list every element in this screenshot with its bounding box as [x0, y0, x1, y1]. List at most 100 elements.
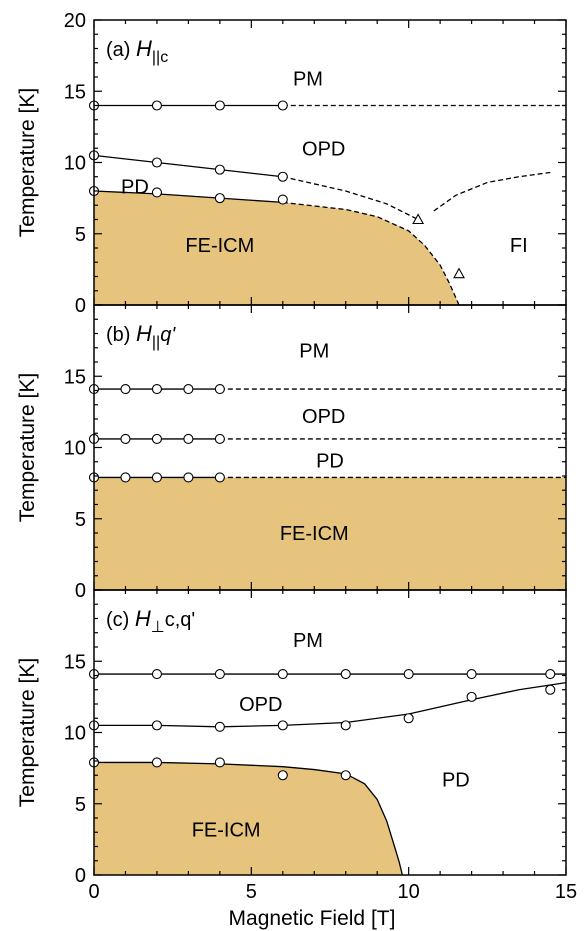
data-point-circle [151, 720, 162, 731]
data-point-circle [214, 433, 225, 445]
y-tick-label: 0 [75, 865, 86, 887]
data-point-circle [466, 691, 477, 702]
panel-label-suffix: c,q' [165, 609, 196, 631]
data-point-circle [151, 433, 162, 445]
panel-label: (b) H||q' [106, 321, 176, 351]
boundary-pd-fe-solid [93, 190, 283, 204]
y-tick-label: 5 [75, 224, 86, 246]
data-point-circle [340, 669, 351, 680]
region-label: PM [299, 341, 329, 363]
region-label: PM [293, 630, 323, 652]
panel-label-symbol: H [135, 606, 151, 631]
fe-icm-region [94, 477, 566, 590]
boundary-opd-pd-solid [93, 154, 283, 178]
data-point-circle [214, 721, 225, 732]
data-point-circle [120, 384, 131, 395]
data-point-circle [120, 433, 131, 445]
y-tick-label: 10 [64, 438, 86, 460]
region-label: PD [442, 770, 470, 792]
panel-label-symbol: H [136, 36, 152, 61]
x-tick-label: 15 [555, 881, 577, 903]
panel-label-subscript: || [152, 334, 160, 351]
region-label: PM [293, 68, 323, 90]
region-label: PD [121, 177, 149, 199]
data-point-circle [340, 770, 351, 781]
boundary-opd-pd-solid [94, 681, 567, 728]
data-point-circle [277, 194, 288, 205]
panel-label-prefix: (c) [106, 609, 135, 631]
data-point-circle [214, 669, 225, 680]
y-tick-label: 10 [64, 153, 86, 175]
panel-label: (c) H⊥c,q' [106, 606, 195, 636]
region-label: OPD [239, 694, 282, 716]
data-point-circle [151, 187, 162, 198]
boundary-fi-upper-dashed [433, 171, 551, 212]
data-point-circle [545, 669, 556, 680]
x-tick-label: 0 [88, 881, 99, 903]
region-label: OPD [302, 138, 345, 160]
fe-icm-region [94, 762, 403, 875]
y-tick-label: 10 [64, 723, 86, 745]
data-point-circle [277, 171, 288, 182]
y-axis-title: Temperature [K] [16, 88, 39, 237]
y-tick-label: 0 [75, 295, 86, 317]
data-point-circle [214, 757, 225, 768]
y-tick-label: 15 [64, 651, 86, 673]
region-label: FE-ICM [185, 235, 254, 257]
data-point-circle [214, 164, 225, 175]
region-label: OPD [302, 406, 345, 428]
x-tick-label: 5 [246, 881, 257, 903]
y-tick-label: 0 [75, 580, 86, 602]
data-point-triangle [412, 213, 425, 225]
data-point-circle [466, 669, 477, 680]
boundary-opd-pd-dashed [282, 176, 419, 221]
panel-label-prefix: (a) [106, 39, 136, 61]
data-point-circle [214, 100, 225, 111]
data-point-circle [214, 193, 225, 204]
y-tick-label: 5 [75, 794, 86, 816]
panel-label: (a) H||c [106, 36, 168, 66]
panel-label-symbol: H [136, 321, 152, 346]
x-tick-label: 10 [398, 881, 420, 903]
data-point-circle [277, 100, 288, 111]
data-point-circle [120, 472, 131, 483]
panel-label-subscript: ⊥ [151, 619, 165, 636]
y-tick-label: 15 [64, 366, 86, 388]
region-label: PD [316, 450, 344, 472]
panel-label-prefix: (b) [106, 324, 136, 346]
data-point-circle [340, 720, 351, 731]
panel-b: 0 5 10 15 Temperature [K] (b) H||q' PM OPD PD FE-… [16, 304, 567, 602]
data-point-circle [403, 669, 414, 680]
y-tick-label: 5 [75, 509, 86, 531]
data-point-circle [277, 770, 288, 781]
data-point-circle [545, 684, 556, 695]
panel-c: 0 5 10 15 Temperature [K] (c) H⊥c,q' PM OPD PD FE… [16, 589, 567, 887]
data-point-circle [403, 713, 414, 724]
data-point-circle [151, 669, 162, 680]
data-point-circle [151, 472, 162, 483]
data-point-circle [151, 384, 162, 395]
data-point-circle [183, 472, 194, 483]
region-label: FI [510, 235, 528, 257]
data-point-circle [151, 100, 162, 111]
data-point-circle [214, 472, 225, 483]
data-point-circle [183, 384, 194, 395]
region-label: FE-ICM [192, 819, 261, 841]
panel-label-subscript: ||c [152, 49, 168, 66]
data-point-circle [277, 720, 288, 731]
panel-label-suffix: q' [160, 324, 176, 346]
fe-icm-region [94, 191, 460, 305]
boundary-pd-fe-solid [94, 761, 404, 876]
y-axis-title: Temperature [K] [16, 373, 39, 522]
region-label: FE-ICM [280, 523, 349, 545]
data-point-circle [277, 669, 288, 680]
data-point-circle [214, 384, 225, 395]
data-point-circle [151, 757, 162, 768]
data-point-triangle [453, 267, 465, 279]
data-point-circle [151, 157, 162, 168]
y-tick-label: 15 [64, 81, 86, 103]
boundary-pd-fe-dashed [282, 201, 460, 306]
data-point-circle [183, 433, 194, 445]
panel-a: 0 5 10 15 20 Temperature [K] (a) H||c PM OPD PD FE… [16, 10, 567, 317]
